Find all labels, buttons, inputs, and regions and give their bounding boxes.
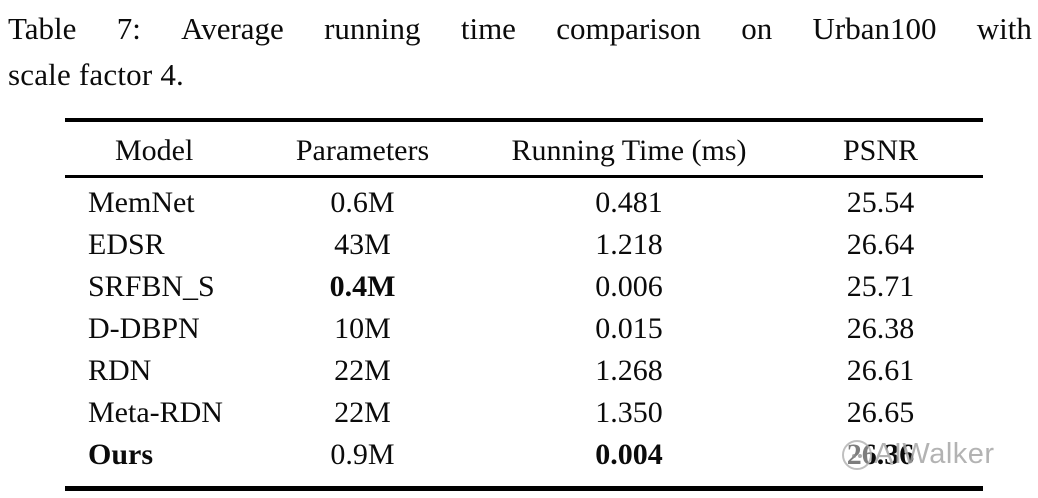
value-cell: 43M bbox=[334, 227, 391, 261]
value-cell: 26.61 bbox=[846, 353, 915, 387]
results-table-body: MemNet 0.6M 0.481 25.54 EDSR 43M 1.218 26.64 SRF… bbox=[65, 176, 983, 488]
column-header-parameters: Parameters bbox=[245, 120, 480, 178]
caption-word: Table bbox=[8, 11, 77, 46]
model-name-cell: Ours bbox=[88, 437, 154, 471]
value-cell: 22M bbox=[334, 395, 391, 429]
table-caption-line2: scale factor 4. bbox=[8, 57, 184, 92]
model-name-cell: D-DBPN bbox=[88, 311, 200, 345]
value-cell: 1.350 bbox=[595, 395, 663, 429]
value-cell: 10M bbox=[334, 311, 391, 345]
value-cell: 25.54 bbox=[846, 185, 915, 219]
model-name-cell: MemNet bbox=[88, 185, 195, 219]
value-cell: 0.481 bbox=[595, 185, 663, 219]
model-name-cell: SRFBN_S bbox=[88, 269, 215, 303]
value-cell: 26.65 bbox=[846, 395, 915, 429]
column-header-running-time-ms: Running Time (ms) bbox=[480, 120, 778, 178]
model-name-cell: Meta-RDN bbox=[88, 395, 223, 429]
value-cell: 0.006 bbox=[595, 269, 663, 303]
table-row: RDN 22M 1.268 26.61 bbox=[65, 350, 983, 392]
value-cell: 26.64 bbox=[846, 227, 915, 261]
caption-word: on bbox=[741, 11, 773, 46]
value-cell: 0.4M bbox=[329, 269, 396, 303]
table-row: D-DBPN 10M 0.015 26.38 bbox=[65, 308, 983, 350]
caption-word: Average bbox=[181, 11, 284, 46]
caption-word: 7: bbox=[116, 11, 141, 46]
caption-word: Urban100 bbox=[812, 11, 937, 46]
value-cell: 1.268 bbox=[595, 353, 663, 387]
value-cell: 25.71 bbox=[846, 269, 915, 303]
table-caption-line1: Table 7: Average running time comparison on Urb… bbox=[8, 6, 1032, 52]
value-cell: 1.218 bbox=[595, 227, 663, 261]
table-row: EDSR 43M 1.218 26.64 bbox=[65, 224, 983, 266]
value-cell: 26.38 bbox=[846, 311, 915, 345]
caption-word: running bbox=[324, 11, 421, 46]
column-header-psnr: PSNR bbox=[778, 120, 983, 178]
table-row: Ours 0.9M 0.004 26.36 bbox=[65, 434, 983, 489]
model-name-cell: EDSR bbox=[88, 227, 165, 261]
column-header-model: Model bbox=[65, 120, 245, 178]
table-row: Meta-RDN 22M 1.350 26.65 bbox=[65, 392, 983, 434]
caption-word: time bbox=[460, 11, 516, 46]
value-cell: 0.9M bbox=[330, 437, 395, 471]
caption-word: comparison bbox=[556, 11, 701, 46]
results-table: Model Parameters Running Time (ms) PSNR Mem… bbox=[65, 118, 983, 491]
value-cell: 0.004 bbox=[595, 437, 663, 471]
table-caption: Table 7: Average running time comparison on Urb… bbox=[8, 6, 1032, 98]
model-name-cell: RDN bbox=[88, 353, 152, 387]
value-cell: 26.36 bbox=[846, 437, 915, 471]
value-cell: 22M bbox=[334, 353, 391, 387]
results-table-container: Model Parameters Running Time (ms) PSNR Mem… bbox=[65, 118, 983, 491]
header-row: Model Parameters Running Time (ms) PSNR bbox=[65, 120, 983, 178]
caption-word: with bbox=[976, 11, 1032, 46]
table-row: MemNet 0.6M 0.481 25.54 bbox=[65, 176, 983, 224]
table-row: SRFBN_S 0.4M 0.006 25.71 bbox=[65, 266, 983, 308]
results-table-header: Model Parameters Running Time (ms) PSNR bbox=[65, 120, 983, 178]
value-cell: 0.6M bbox=[330, 185, 395, 219]
value-cell: 0.015 bbox=[595, 311, 663, 345]
